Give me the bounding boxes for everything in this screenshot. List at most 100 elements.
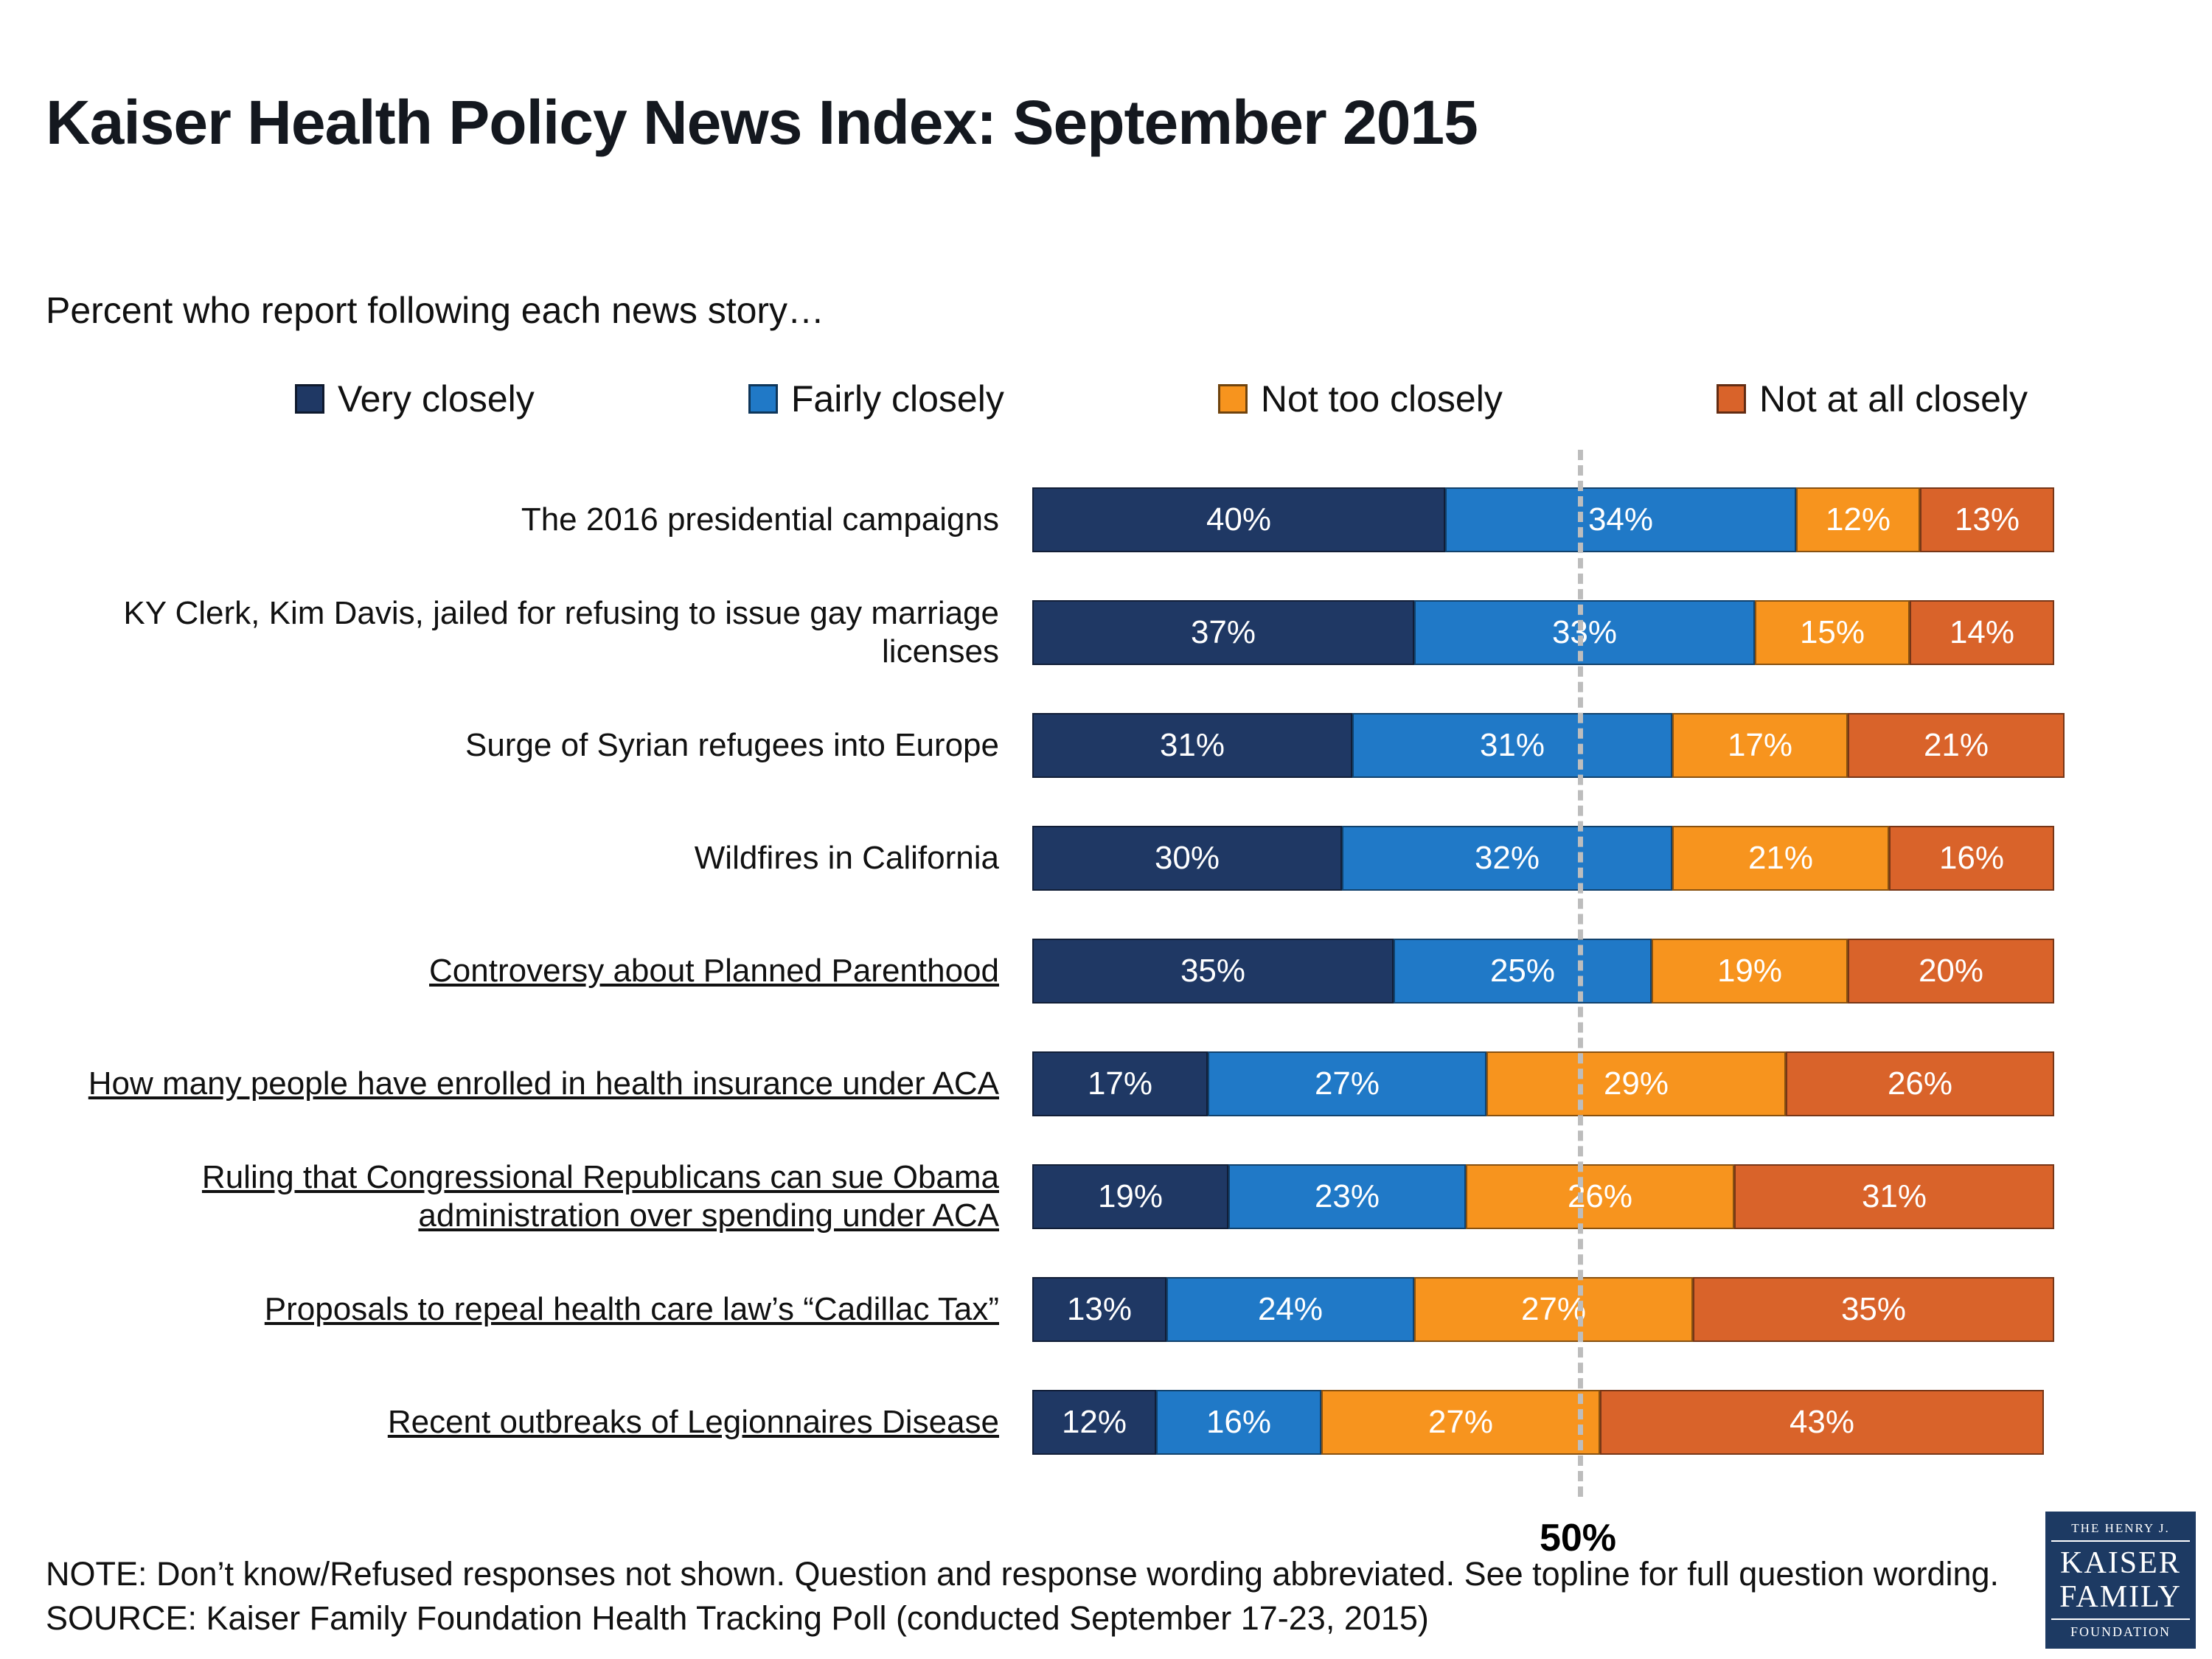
stacked-bar: 17% 27% 29% 26% bbox=[1032, 1051, 2054, 1116]
row-label: Wildfires in California bbox=[694, 839, 999, 876]
note-line: NOTE: Don’t know/Refused responses not s… bbox=[46, 1555, 2000, 1593]
legend-swatch-not-at-all-closely bbox=[1716, 384, 1746, 414]
bar-value-label: 35% bbox=[1840, 1290, 1907, 1327]
legend-swatch-very-closely bbox=[295, 384, 324, 414]
kaiser-family-foundation-logo: THE HENRY J. KAISER FAMILY FOUNDATION bbox=[2045, 1512, 2196, 1649]
bar-value-label: 27% bbox=[1314, 1065, 1380, 1102]
bar-segment-not-at-all-closely: 14% bbox=[1910, 599, 2054, 665]
stacked-bar: 35% 25% 19% 20% bbox=[1032, 938, 2054, 1004]
bar-segment-very-closely: 13% bbox=[1032, 1276, 1166, 1342]
bar-segment-very-closely: 30% bbox=[1032, 825, 1342, 891]
bar-value-label: 21% bbox=[1747, 839, 1814, 876]
chart-subtitle: Percent who report following each news s… bbox=[46, 290, 825, 331]
legend-item-fairly-closely: Fairly closely bbox=[748, 378, 1004, 420]
bar-value-label: 30% bbox=[1154, 839, 1220, 876]
legend-label: Not too closely bbox=[1260, 378, 1503, 420]
bar-segment-fairly-closely: 33% bbox=[1414, 599, 1755, 665]
bar-value-label: 15% bbox=[1799, 613, 1865, 650]
bar-value-label: 16% bbox=[1938, 839, 2005, 876]
bar-segment-not-at-all-closely: 21% bbox=[1848, 712, 2065, 778]
footnote: NOTE: Don’t know/Refused responses not s… bbox=[46, 1552, 1999, 1641]
row-label: Ruling that Congressional Republicans ca… bbox=[201, 1158, 999, 1234]
bar-segment-very-closely: 12% bbox=[1032, 1389, 1156, 1455]
logo-line-kaiser: KAISER bbox=[2060, 1545, 2181, 1580]
stacked-bar: 37% 33% 15% 14% bbox=[1032, 599, 2054, 665]
logo-line-foundation: FOUNDATION bbox=[2051, 1618, 2190, 1640]
source-line: SOURCE: Kaiser Family Foundation Health … bbox=[46, 1599, 1429, 1637]
legend-swatch-fairly-closely bbox=[748, 384, 778, 414]
bar-value-label: 13% bbox=[1066, 1290, 1133, 1327]
bar-value-label: 19% bbox=[1097, 1178, 1164, 1214]
bar-segment-not-too-closely: 12% bbox=[1796, 487, 1920, 552]
bar-segment-not-too-closely: 21% bbox=[1672, 825, 1889, 891]
bar-value-label: 40% bbox=[1206, 501, 1272, 538]
bar-value-label: 29% bbox=[1603, 1065, 1669, 1102]
bar-rows: The 2016 presidential campaigns 40% 34% 12%… bbox=[44, 463, 2109, 1478]
bar-segment-not-at-all-closely: 16% bbox=[1889, 825, 2054, 891]
legend-item-not-at-all-closely: Not at all closely bbox=[1716, 378, 2028, 420]
bar-value-label: 19% bbox=[1717, 952, 1783, 989]
legend-item-not-too-closely: Not too closely bbox=[1217, 378, 1503, 420]
bar-segment-not-too-closely: 29% bbox=[1486, 1051, 1786, 1116]
bar-segment-not-too-closely: 27% bbox=[1414, 1276, 1693, 1342]
bar-value-label: 17% bbox=[1727, 726, 1793, 763]
row-label: Surge of Syrian refugees into Europe bbox=[465, 726, 999, 763]
chart-row: Recent outbreaks of Legionnaires Disease… bbox=[44, 1366, 2109, 1478]
stacked-bar: 12% 16% 27% 43% bbox=[1032, 1389, 2044, 1455]
bar-segment-very-closely: 40% bbox=[1032, 487, 1445, 552]
chart-row: Controversy about Planned Parenthood 35% 2… bbox=[44, 914, 2109, 1027]
chart-legend: Very closely Fairly closely Not too clos… bbox=[295, 378, 2028, 420]
bar-value-label: 43% bbox=[1789, 1403, 1855, 1440]
logo-line-family: FAMILY bbox=[2059, 1579, 2182, 1614]
bar-segment-not-too-closely: 19% bbox=[1652, 938, 1848, 1004]
bar-segment-fairly-closely: 23% bbox=[1228, 1164, 1466, 1229]
bar-value-label: 27% bbox=[1520, 1290, 1587, 1327]
bar-value-label: 20% bbox=[1918, 952, 1984, 989]
logo-line-henry-j: THE HENRY J. bbox=[2051, 1521, 2190, 1542]
bar-segment-not-too-closely: 27% bbox=[1321, 1389, 1600, 1455]
bar-segment-fairly-closely: 34% bbox=[1445, 487, 1796, 552]
bar-segment-not-at-all-closely: 13% bbox=[1920, 487, 2054, 552]
bar-value-label: 27% bbox=[1427, 1403, 1494, 1440]
row-label: How many people have enrolled in health … bbox=[88, 1065, 999, 1102]
bar-value-label: 24% bbox=[1257, 1290, 1324, 1327]
row-label: Recent outbreaks of Legionnaires Disease bbox=[387, 1403, 999, 1440]
stacked-bar: 31% 31% 17% 21% bbox=[1032, 712, 2065, 778]
row-label: Proposals to repeal health care law’s “C… bbox=[264, 1290, 999, 1327]
legend-item-very-closely: Very closely bbox=[295, 378, 535, 420]
bar-segment-fairly-closely: 25% bbox=[1394, 938, 1652, 1004]
chart-row: Proposals to repeal health care law’s “C… bbox=[44, 1253, 2109, 1366]
bar-value-label: 14% bbox=[1949, 613, 2015, 650]
bar-value-label: 21% bbox=[1923, 726, 1989, 763]
fifty-percent-label: 50% bbox=[1539, 1517, 1617, 1559]
bar-value-label: 13% bbox=[1954, 501, 2020, 538]
bar-value-label: 33% bbox=[1551, 613, 1618, 650]
bar-segment-not-at-all-closely: 43% bbox=[1600, 1389, 2044, 1455]
bar-segment-very-closely: 19% bbox=[1032, 1164, 1228, 1229]
stacked-bar: 13% 24% 27% 35% bbox=[1032, 1276, 2054, 1342]
row-label: Controversy about Planned Parenthood bbox=[429, 952, 999, 989]
bar-segment-fairly-closely: 31% bbox=[1352, 712, 1672, 778]
bar-value-label: 31% bbox=[1861, 1178, 1927, 1214]
legend-label: Fairly closely bbox=[790, 378, 1004, 420]
bar-segment-not-too-closely: 17% bbox=[1672, 712, 1848, 778]
bar-segment-fairly-closely: 27% bbox=[1208, 1051, 1486, 1116]
bar-segment-very-closely: 31% bbox=[1032, 712, 1352, 778]
bar-segment-not-at-all-closely: 20% bbox=[1848, 938, 2054, 1004]
bar-value-label: 23% bbox=[1314, 1178, 1380, 1214]
chart-row: The 2016 presidential campaigns 40% 34% 12%… bbox=[44, 463, 2109, 576]
chart-row: Surge of Syrian refugees into Europe 31% 3… bbox=[44, 689, 2109, 801]
bar-segment-fairly-closely: 16% bbox=[1156, 1389, 1321, 1455]
bar-value-label: 25% bbox=[1489, 952, 1556, 989]
bar-value-label: 31% bbox=[1159, 726, 1225, 763]
bar-segment-very-closely: 35% bbox=[1032, 938, 1394, 1004]
legend-label: Not at all closely bbox=[1759, 378, 2028, 420]
stacked-bar-chart: 50% The 2016 presidential campaigns 40% 34… bbox=[44, 450, 2109, 1559]
page-title: Kaiser Health Policy News Index: Septemb… bbox=[46, 88, 1478, 157]
bar-value-label: 17% bbox=[1087, 1065, 1153, 1102]
row-label: The 2016 presidential campaigns bbox=[521, 501, 999, 538]
bar-segment-fairly-closely: 24% bbox=[1166, 1276, 1414, 1342]
legend-swatch-not-too-closely bbox=[1217, 384, 1248, 414]
bar-value-label: 34% bbox=[1587, 501, 1654, 538]
bar-value-label: 26% bbox=[1887, 1065, 1953, 1102]
